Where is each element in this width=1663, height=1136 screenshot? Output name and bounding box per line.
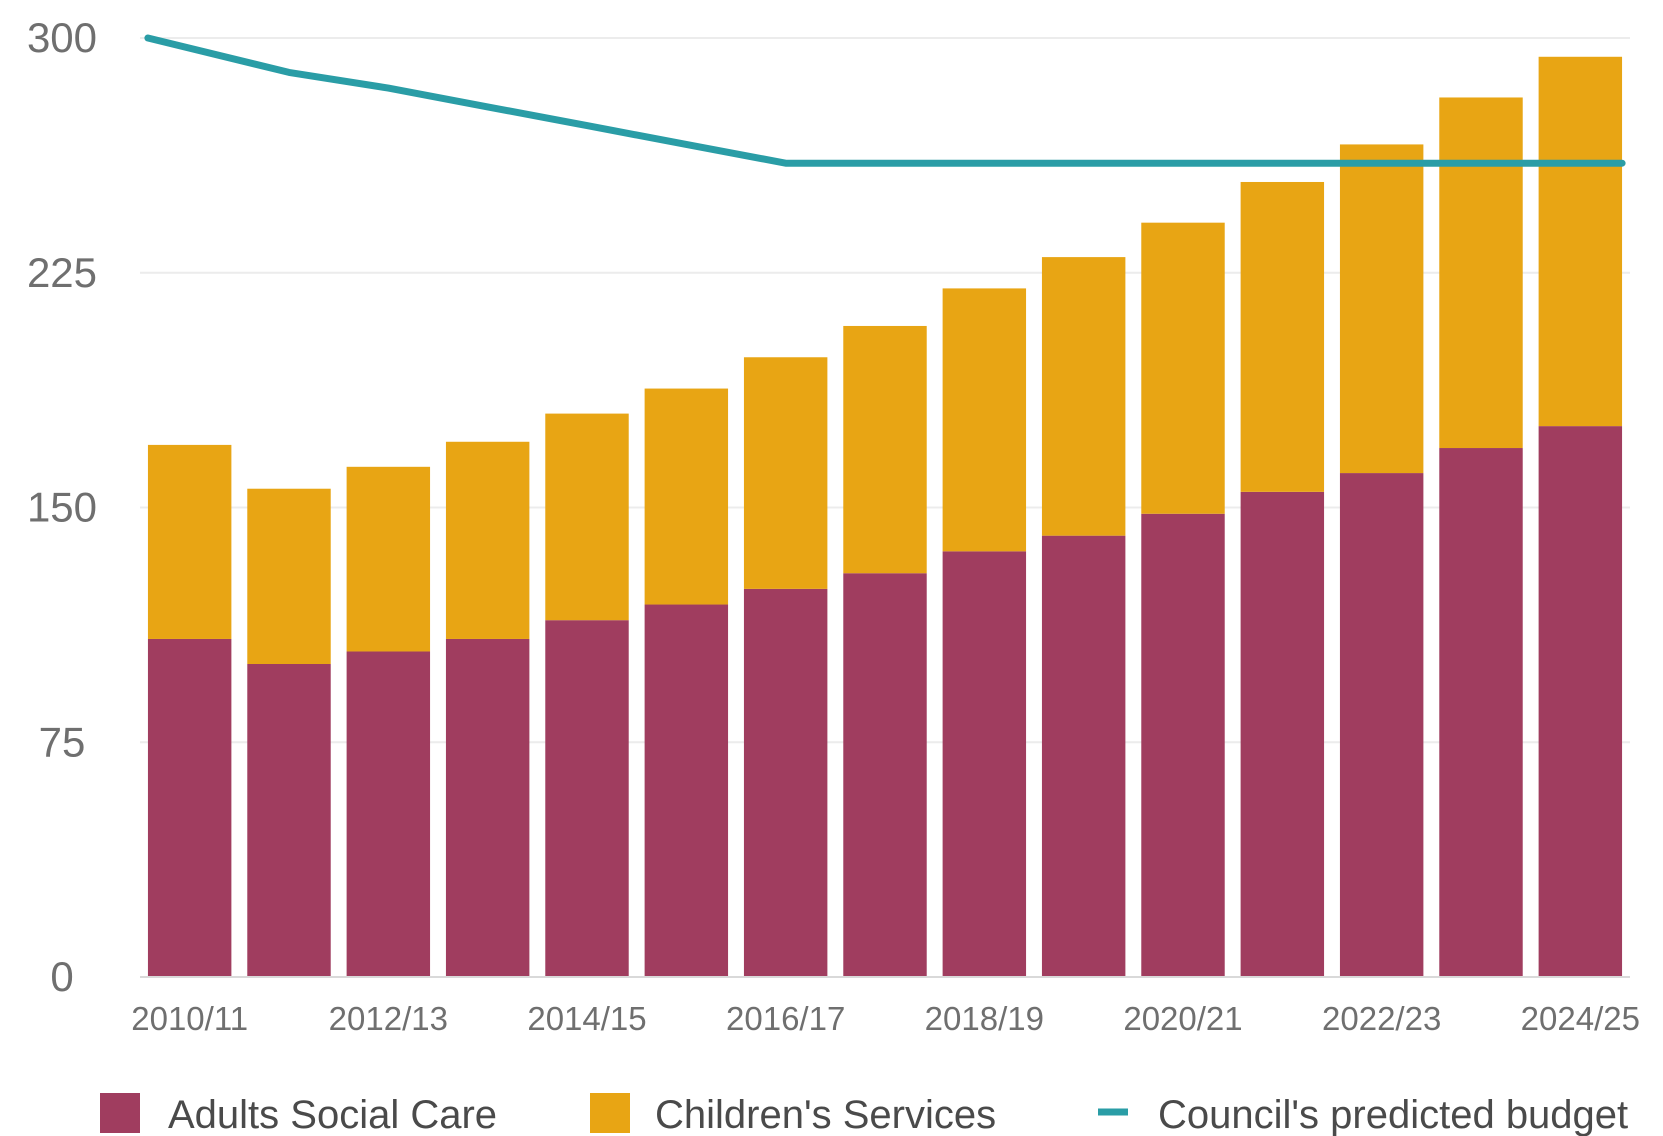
bar-adults-social-care — [1141, 513, 1225, 977]
bar-childrens-services — [545, 413, 629, 621]
bar-childrens-services — [247, 488, 331, 664]
bar-childrens-services — [147, 444, 232, 639]
legend-label-adults: Adults Social Care — [168, 1093, 497, 1136]
legend-label-children: Children's Services — [655, 1093, 996, 1136]
bar-childrens-services — [346, 466, 431, 652]
x-tick-label: 2014/15 — [527, 1000, 646, 1037]
legend: Adults Social Care Children's Services C… — [100, 1093, 1628, 1136]
bar-adults-social-care — [942, 551, 1027, 977]
bar-adults-social-care — [1240, 491, 1325, 977]
bar-childrens-services — [1141, 222, 1225, 514]
bar-adults-social-care — [147, 638, 232, 977]
bar-adults-social-care — [743, 588, 828, 977]
legend-swatch-adults — [100, 1093, 140, 1133]
y-tick-label: 150 — [27, 484, 97, 531]
y-tick-label: 0 — [50, 953, 73, 1000]
y-tick-label: 300 — [27, 14, 97, 61]
bar-childrens-services — [644, 388, 729, 605]
y-tick-label: 75 — [39, 718, 86, 765]
bar-adults-social-care — [843, 573, 927, 977]
y-tick-label: 225 — [27, 249, 97, 296]
bar-adults-social-care — [1439, 448, 1523, 977]
x-tick-label: 2016/17 — [726, 1000, 845, 1037]
bar-adults-social-care — [247, 664, 331, 977]
bar-adults-social-care — [644, 604, 729, 977]
bars — [147, 56, 1623, 977]
bar-childrens-services — [445, 441, 530, 639]
x-axis-ticks: 2010/11 2012/13 2014/15 2016/17 2018/19 2020/… — [131, 1000, 1640, 1037]
bar-childrens-services — [1240, 181, 1325, 492]
legend-label-budget: Council's predicted budget — [1158, 1093, 1628, 1136]
budget-line — [144, 34, 1626, 167]
x-tick-label: 2012/13 — [329, 1000, 448, 1037]
bar-childrens-services — [1339, 144, 1424, 474]
bar-childrens-services — [743, 357, 828, 589]
legend-swatch-children — [590, 1093, 630, 1133]
x-tick-label: 2020/21 — [1123, 1000, 1242, 1037]
bar-childrens-services — [942, 288, 1027, 552]
bar-childrens-services — [1538, 56, 1623, 427]
x-tick-label: 2024/25 — [1521, 1000, 1640, 1037]
budget-line-path — [144, 34, 1626, 167]
bar-adults-social-care — [1538, 426, 1623, 977]
y-axis-ticks: 0 75 150 225 300 — [27, 14, 97, 1000]
x-tick-label: 2010/11 — [131, 1000, 248, 1037]
bar-adults-social-care — [346, 651, 431, 977]
bar-childrens-services — [1041, 257, 1126, 536]
x-tick-label: 2022/23 — [1322, 1000, 1441, 1037]
x-tick-label: 2018/19 — [925, 1000, 1044, 1037]
bar-adults-social-care — [545, 620, 629, 977]
bar-childrens-services — [1439, 97, 1523, 449]
bar-adults-social-care — [1339, 473, 1424, 977]
bar-adults-social-care — [1041, 535, 1126, 977]
bar-childrens-services — [843, 325, 927, 574]
bar-adults-social-care — [445, 638, 530, 977]
